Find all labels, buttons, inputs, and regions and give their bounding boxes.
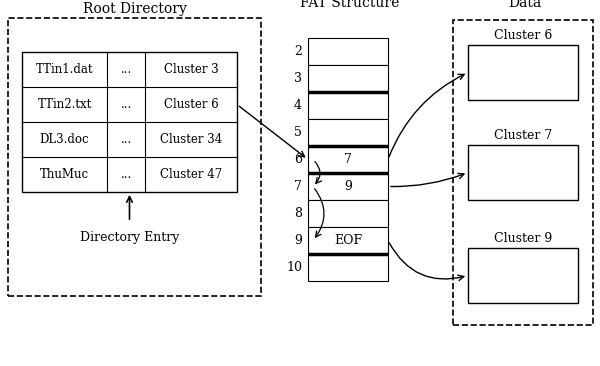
Bar (308, 200, 388, 227)
Bar (308, 227, 388, 254)
Text: 4: 4 (294, 99, 302, 112)
Bar (308, 65, 388, 92)
Text: Cluster 7: Cluster 7 (494, 129, 552, 142)
Bar (468, 45, 578, 100)
Text: TTin1.dat: TTin1.dat (36, 63, 93, 76)
Text: ...: ... (121, 63, 131, 76)
Text: 7: 7 (294, 180, 302, 193)
Text: TTin2.txt: TTin2.txt (37, 98, 92, 111)
Text: Directory Entry: Directory Entry (80, 232, 179, 244)
Text: Cluster 6: Cluster 6 (164, 98, 218, 111)
Text: 5: 5 (294, 126, 302, 139)
Text: Cluster 47: Cluster 47 (160, 168, 222, 181)
Text: Root Directory: Root Directory (83, 2, 187, 16)
Text: 10: 10 (286, 261, 302, 274)
Bar (308, 38, 388, 65)
Text: DL3.doc: DL3.doc (40, 133, 89, 146)
Text: 7: 7 (344, 153, 352, 166)
Bar (308, 173, 388, 200)
Bar (453, 20, 593, 325)
Text: 8: 8 (294, 207, 302, 220)
Text: Cluster 3: Cluster 3 (164, 63, 218, 76)
Text: ThuMuc: ThuMuc (40, 168, 89, 181)
Text: FAT Structure: FAT Structure (301, 0, 400, 10)
Bar (8, 18, 261, 296)
Bar (22, 52, 237, 192)
Text: EOF: EOF (334, 234, 362, 247)
Text: 6: 6 (294, 153, 302, 166)
Bar (308, 146, 388, 173)
Bar (308, 92, 388, 119)
Text: 3: 3 (294, 72, 302, 85)
Bar (308, 119, 388, 146)
Text: ...: ... (121, 133, 131, 146)
Bar (308, 254, 388, 281)
Text: Cluster 6: Cluster 6 (494, 29, 552, 42)
Text: 9: 9 (344, 180, 352, 193)
Text: 2: 2 (294, 45, 302, 58)
Bar (468, 145, 578, 200)
Text: ...: ... (121, 98, 131, 111)
Text: Cluster 34: Cluster 34 (160, 133, 222, 146)
Text: Data: Data (508, 0, 542, 10)
Bar (468, 248, 578, 303)
Text: 9: 9 (294, 234, 302, 247)
Text: ...: ... (121, 168, 131, 181)
Text: Cluster 9: Cluster 9 (494, 232, 552, 245)
